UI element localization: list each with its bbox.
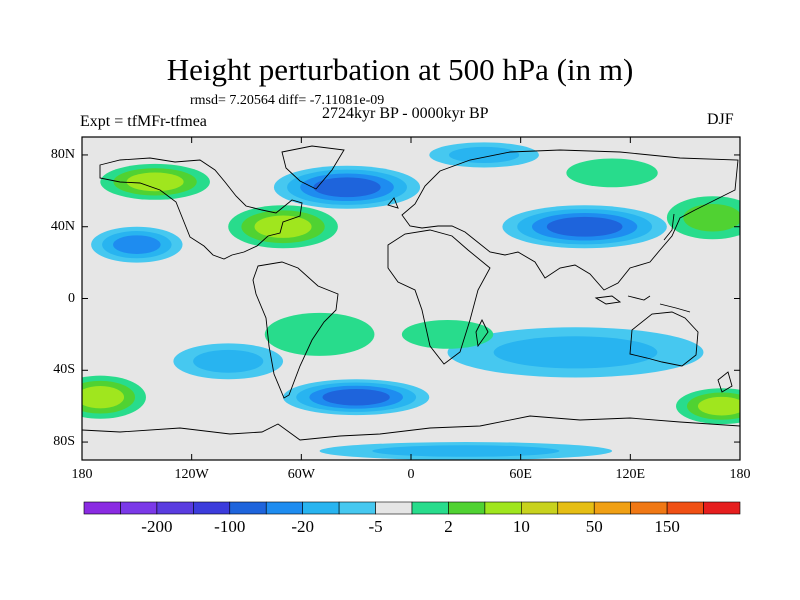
anomaly-south-pacific-low — [173, 343, 284, 380]
colorbar-label: -5 — [368, 517, 383, 536]
colorbar-swatch — [156, 501, 194, 515]
anomaly-contour — [254, 215, 312, 238]
anomaly-north-america-high — [228, 205, 338, 249]
anomaly-south-america-high — [264, 312, 375, 356]
x-tick-label: 180 — [71, 467, 93, 482]
anomaly-central-asia-low — [502, 205, 667, 249]
colorbar-swatch — [229, 501, 267, 515]
anomaly-field — [82, 137, 740, 460]
colorbar-label: 10 — [512, 517, 530, 536]
anomaly-south-pacific-high — [82, 375, 146, 419]
season-label: DJF — [707, 111, 734, 128]
y-tick-label: 40N — [50, 218, 75, 234]
colorbar-label: 150 — [654, 517, 680, 536]
coastlines — [82, 145, 740, 441]
anomaly-contour — [449, 146, 520, 163]
colorbar-label: 50 — [585, 517, 603, 536]
colorbar-label: -100 — [214, 517, 246, 536]
colorbar-label: -200 — [141, 517, 173, 536]
y-tick-label: 0 — [68, 290, 75, 306]
anomaly-north-pacific-low-west — [91, 226, 183, 263]
coast-islands — [387, 197, 691, 313]
colorbar-swatch — [666, 501, 704, 515]
colorbar-label: 2 — [444, 517, 453, 536]
anomaly-greenland-high — [100, 163, 210, 200]
y-tick-label: 40S — [53, 362, 75, 378]
anomaly-contour — [322, 388, 390, 406]
coast-australia — [629, 311, 699, 367]
colorbar-swatch — [338, 501, 376, 515]
anomaly-contour — [313, 177, 381, 198]
anomaly-tropical-atlantic-high — [401, 320, 494, 349]
x-tick-label: 0 — [407, 467, 415, 482]
colorbar-swatch — [193, 501, 231, 515]
coast-antarctica — [82, 415, 740, 441]
x-tick-label: 60E — [509, 467, 532, 482]
anomaly-contour — [566, 158, 658, 188]
anomaly-contour — [113, 235, 161, 254]
anomaly-contour — [82, 386, 125, 409]
anomaly-north-atlantic-low — [273, 165, 421, 209]
colorbar-swatch — [593, 501, 631, 515]
colorbar-swatch — [265, 501, 303, 515]
y-tick-label: 80S — [53, 434, 75, 450]
x-tick-label: 180 — [729, 467, 751, 482]
anomaly-contour — [372, 445, 560, 457]
coast-north-america — [99, 157, 303, 260]
plot-title: Height perturbation at 500 hPa (in m) — [166, 52, 634, 87]
coast-new-zealand — [717, 371, 733, 393]
colorbar-swatch — [557, 501, 595, 515]
anomaly-contour — [193, 349, 264, 373]
experiment-label: Expt = tfMFr-tfmea — [80, 113, 207, 130]
coast-greenland — [281, 145, 345, 190]
anomaly-north-pacific-high-east — [666, 196, 740, 240]
colorbar-label: -20 — [291, 517, 314, 536]
anomaly-south-indian-high — [676, 388, 740, 425]
x-tick-label: 120W — [174, 467, 209, 482]
anomaly-contour — [683, 203, 740, 232]
anomaly-antarctic-low — [319, 442, 613, 460]
colorbar-swatch — [521, 501, 559, 515]
anomaly-indian-ocean-low — [447, 327, 704, 378]
colorbar-swatch — [630, 501, 668, 515]
y-tick-label: 80N — [50, 146, 75, 162]
coast-madagascar — [475, 318, 489, 348]
colorbar-swatch — [411, 501, 449, 515]
anomaly-contour — [493, 336, 658, 369]
colorbar-swatch — [448, 501, 486, 515]
anomaly-contour — [401, 320, 494, 349]
colorbar-swatch — [484, 501, 522, 515]
coast-south-america — [252, 261, 339, 399]
anomaly-siberia-high — [566, 158, 658, 188]
colorbar-swatch — [375, 501, 413, 515]
period-text: 2724kyr BP - 0000kyr BP — [322, 105, 489, 122]
anomaly-contour — [546, 216, 623, 237]
colorbar-swatch — [703, 501, 741, 515]
anomaly-contour — [697, 396, 740, 416]
colorbar-swatch — [120, 501, 158, 515]
x-tick-label: 120E — [615, 467, 646, 482]
coast-africa — [387, 229, 491, 365]
anomaly-contour — [264, 312, 375, 356]
anomaly-arctic-low — [429, 142, 539, 168]
stats-text: rmsd= 7.20564 diff= -7.11081e-09 — [190, 93, 385, 108]
anomaly-south-atlantic-low — [283, 379, 430, 416]
coast-eurasia — [401, 149, 739, 291]
colorbar-swatch — [83, 501, 121, 515]
anomaly-contour — [126, 172, 184, 192]
colorbar-swatch — [302, 501, 340, 515]
x-tick-label: 60W — [287, 467, 315, 482]
colorbar — [83, 501, 741, 515]
